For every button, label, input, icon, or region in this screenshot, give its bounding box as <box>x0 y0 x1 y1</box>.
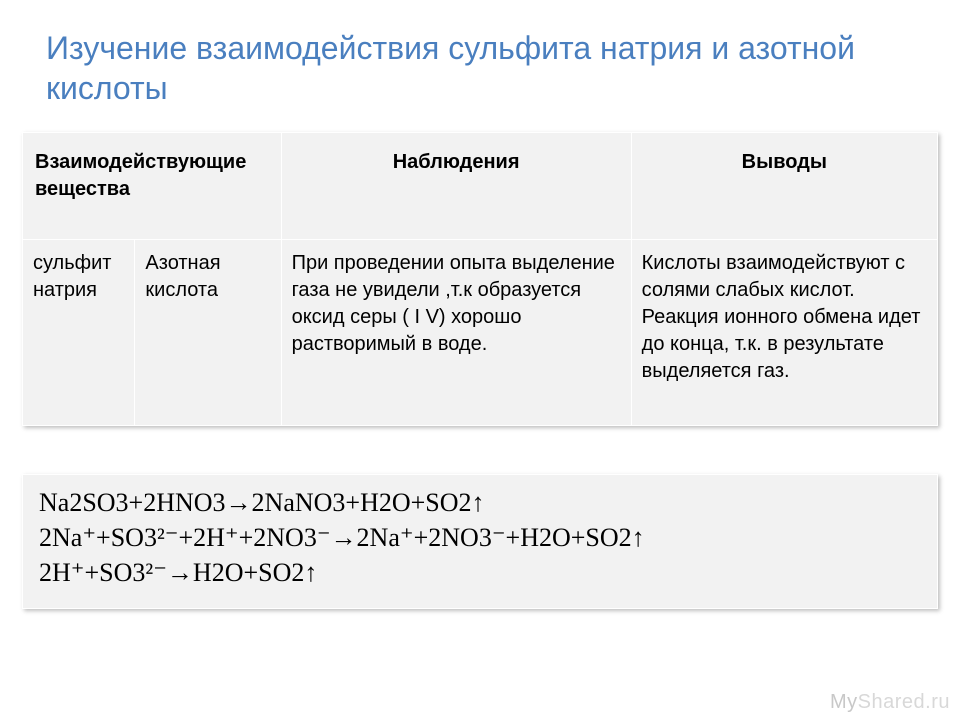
experiment-table: Взаимодействующие вещества Наблюдения Вы… <box>22 132 938 426</box>
equation-line: Na2SO3+2HNO3→2NaNO3+H2O+SO2↑ <box>39 485 921 520</box>
equation-line: 2Na⁺+SO3²⁻+2H⁺+2NO3⁻→2Na⁺+2NO3⁻+H2O+SO2↑ <box>39 520 921 555</box>
equations-cell: Na2SO3+2HNO3→2NaNO3+H2O+SO2↑ 2Na⁺+SO3²⁻+… <box>23 475 938 609</box>
table-row: сульфит натрия Азотная кислота При прове… <box>23 240 938 426</box>
equations-box: Na2SO3+2HNO3→2NaNO3+H2O+SO2↑ 2Na⁺+SO3²⁻+… <box>22 474 938 609</box>
cell-conclusion: Кислоты взаимодействуют с солями слабых … <box>631 240 937 426</box>
col-header-conclusion: Выводы <box>631 133 937 240</box>
cell-substance-1: сульфит натрия <box>23 240 135 426</box>
watermark: MyShared.ru <box>830 691 950 714</box>
equation-line: 2H⁺+SO3²⁻→H2O+SO2↑ <box>39 555 921 590</box>
cell-observation: При проведении опыта выделение газа не у… <box>281 240 631 426</box>
watermark-left: My <box>830 691 858 713</box>
slide-title: Изучение взаимодействия сульфита натрия … <box>0 0 960 128</box>
watermark-right: Shared.ru <box>858 691 950 713</box>
col-header-substances: Взаимодействующие вещества <box>23 133 282 240</box>
cell-substance-2: Азотная кислота <box>135 240 281 426</box>
table-header-row: Взаимодействующие вещества Наблюдения Вы… <box>23 133 938 240</box>
col-header-observation: Наблюдения <box>281 133 631 240</box>
